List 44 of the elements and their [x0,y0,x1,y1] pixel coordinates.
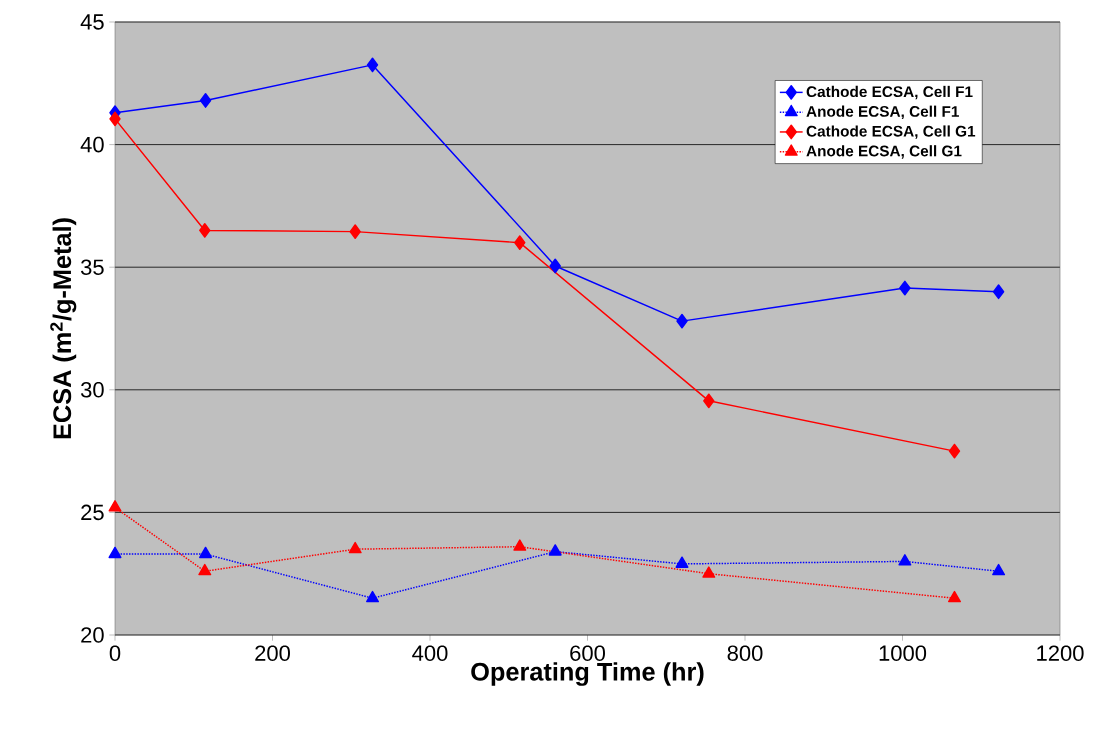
y-tick-label: 30 [80,382,104,398]
point [366,57,379,73]
point [676,313,688,329]
point [348,541,362,554]
x-tick-label: 800 [727,645,763,661]
y-tick-label: 45 [80,14,104,30]
point [108,500,122,512]
point [349,224,361,240]
x-tick-label: 0 [109,645,121,661]
point [675,556,689,568]
x-tick-label: 200 [255,645,290,661]
point [899,280,911,296]
x-tick-label: 1200 [1037,645,1084,661]
y-tick-label: 35 [80,259,104,275]
point [992,284,1005,300]
point [198,563,212,576]
point [703,393,715,409]
point [199,223,211,238]
x-tick-label: 600 [570,645,605,661]
legend-label: Anode ECSA, Cell F1 [806,105,959,120]
point [549,258,561,274]
point [199,93,212,108]
point [898,554,912,566]
y-axis-title: ECSA (m$^{2}$/g-Metal) [50,218,77,439]
point [109,111,121,127]
point [992,563,1006,576]
point [947,590,961,603]
legend-label: Cathode ECSA, Cell G1 [806,125,976,139]
point [702,566,716,578]
x-axis-title: Operating Time (hr) [471,662,704,686]
point [199,546,213,559]
point [366,590,380,603]
x-tick-label: 400 [412,645,448,661]
point [108,546,122,559]
y-tick-label: 40 [80,136,104,153]
legend-label: Cathode ECSA, Cell F1 [806,85,973,100]
point [513,539,527,551]
y-tick-label: 25 [81,504,104,521]
y-tick-label: 20 [81,627,104,643]
legend-label: Anode ECSA, Cell G1 [806,145,962,159]
point [548,544,562,556]
x-tick-label: 1000 [879,645,927,661]
point [514,235,526,251]
point [948,443,961,459]
